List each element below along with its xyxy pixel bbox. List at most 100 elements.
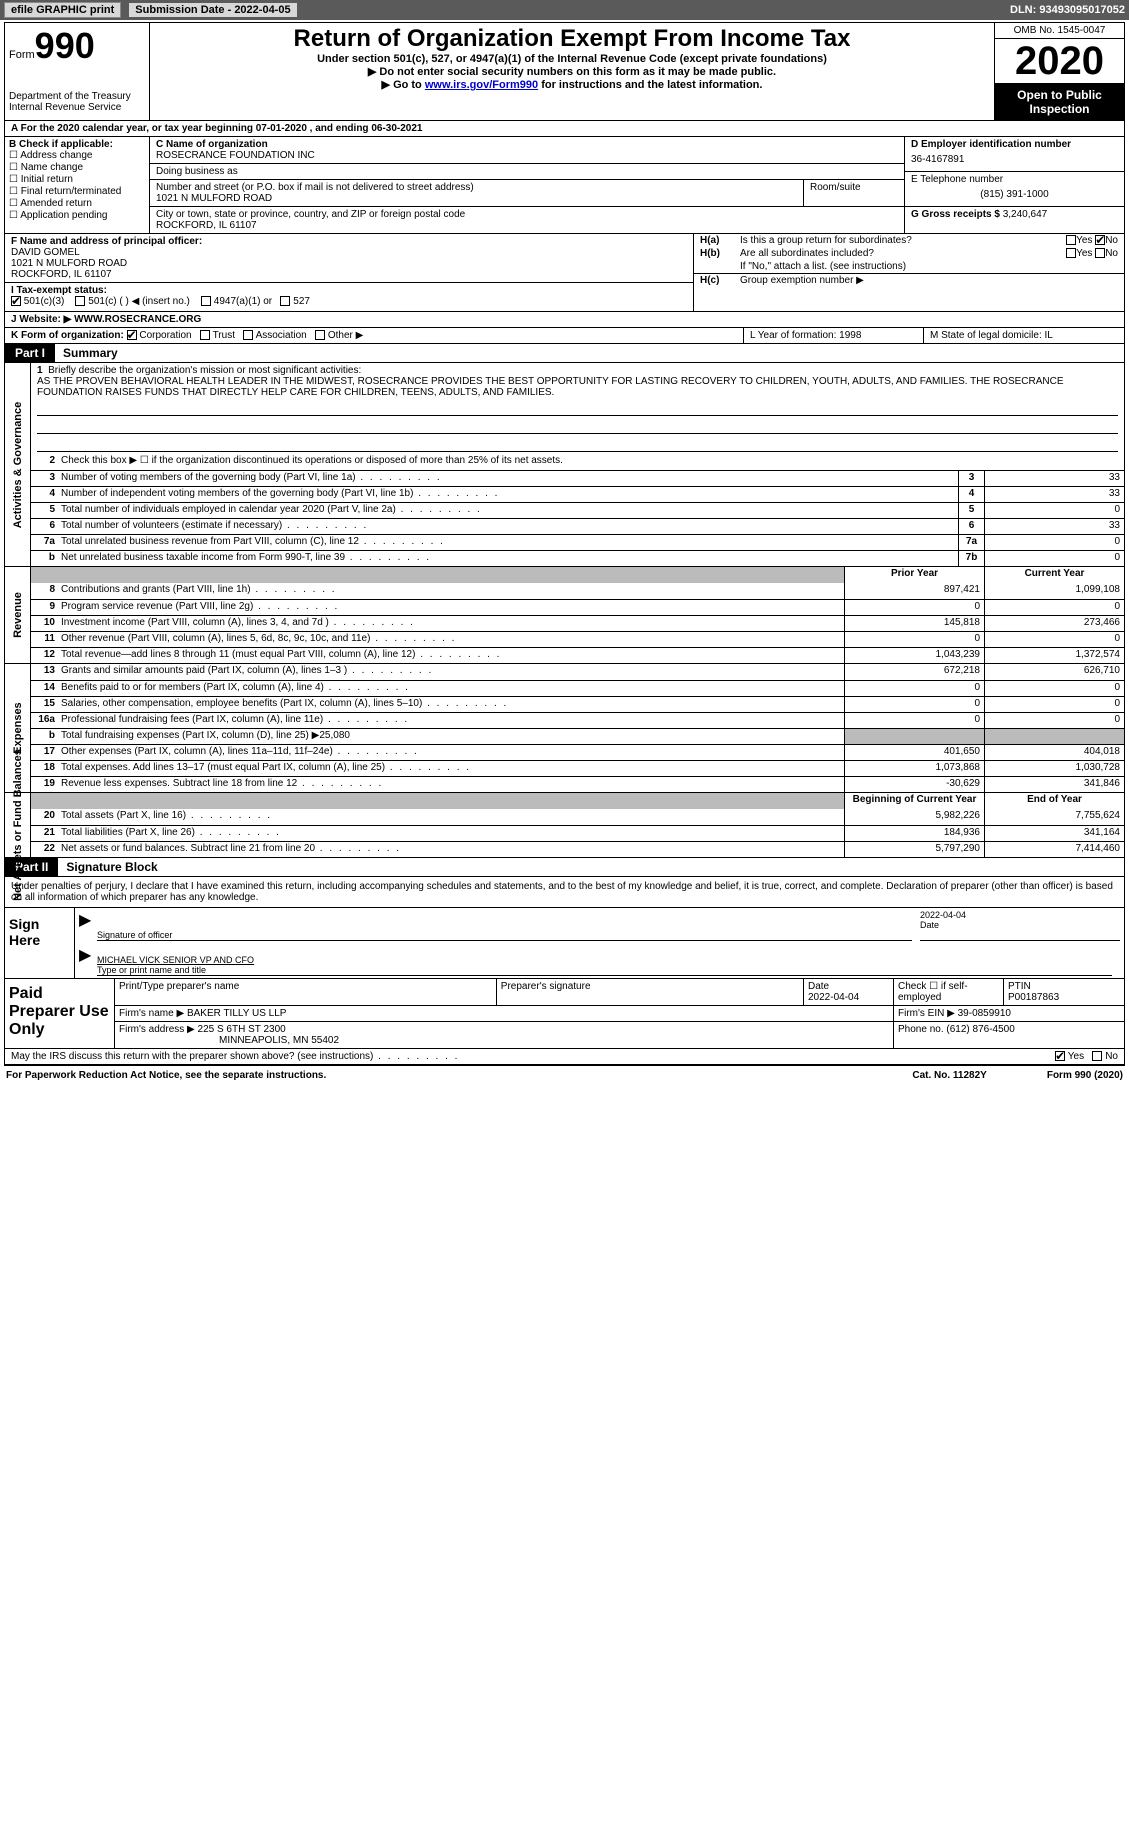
dept-treasury: Department of the Treasury [9, 91, 145, 102]
chk-501c[interactable] [75, 296, 85, 306]
form-container: Form990 Department of the Treasury Inter… [4, 22, 1125, 1066]
street-label: Number and street (or P.O. box if mail i… [156, 182, 797, 193]
discuss-no[interactable] [1092, 1051, 1102, 1061]
org-name: ROSECRANCE FOUNDATION INC [156, 150, 898, 161]
summary-row: 4Number of independent voting members of… [31, 486, 1124, 502]
tax-exempt-label: I Tax-exempt status: [11, 285, 107, 296]
dba-label: Doing business as [156, 166, 898, 177]
sign-here-block: Sign Here ▶ Signature of officer 2022-04… [5, 907, 1124, 979]
sig-name-field: MICHAEL VICK SENIOR VP AND CFOType or pr… [97, 945, 1112, 976]
tax-year: 2020 [995, 39, 1124, 84]
part1-tag: Part I [5, 344, 55, 362]
submission-date: Submission Date - 2022-04-05 [129, 3, 296, 17]
sig-date-field: 2022-04-04Date [920, 910, 1120, 941]
exp-section: Expenses 13Grants and similar amounts pa… [5, 664, 1124, 793]
chk-501c3[interactable] [11, 296, 21, 306]
chk-final[interactable]: ☐ Final return/terminated [9, 186, 145, 197]
top-bar: efile GRAPHIC print Submission Date - 20… [0, 0, 1129, 20]
summary-row: bNet unrelated business taxable income f… [31, 550, 1124, 566]
col-h: H(a) Is this a group return for subordin… [694, 234, 1124, 311]
chk-initial[interactable]: ☐ Initial return [9, 174, 145, 185]
summary-row: 10Investment income (Part VIII, column (… [31, 615, 1124, 631]
gov-section: Activities & Governance 1 Briefly descri… [5, 363, 1124, 567]
header-row: Form990 Department of the Treasury Inter… [5, 23, 1124, 121]
col-c: C Name of organization ROSECRANCE FOUNDA… [150, 137, 904, 233]
efile-button[interactable]: efile GRAPHIC print [4, 2, 121, 18]
prep-name-label: Print/Type preparer's name [115, 979, 497, 1005]
summary-row: 5Total number of individuals employed in… [31, 502, 1124, 518]
summary-row: 8Contributions and grants (Part VIII, li… [31, 583, 1124, 599]
part2-title: Signature Block [58, 858, 165, 876]
block-fgh: F Name and address of principal officer:… [5, 234, 1124, 312]
ha-text: Is this a group return for subordinates? [740, 235, 1008, 246]
ha-no[interactable] [1095, 235, 1105, 245]
chk-527[interactable] [280, 296, 290, 306]
state-domicile: M State of legal domicile: IL [924, 328, 1124, 343]
paid-label: Paid Preparer Use Only [5, 979, 115, 1048]
vtab-net: Net Assets or Fund Balances [5, 793, 31, 857]
paid-preparer-block: Paid Preparer Use Only Print/Type prepar… [5, 979, 1124, 1049]
summary-row: 12Total revenue—add lines 8 through 11 (… [31, 647, 1124, 663]
summary-row: 15Salaries, other compensation, employee… [31, 696, 1124, 712]
end-year-hdr: End of Year [984, 793, 1124, 809]
summary-row: 21Total liabilities (Part X, line 26)184… [31, 825, 1124, 841]
chk-assoc[interactable] [243, 330, 253, 340]
hb-text: Are all subordinates included? [740, 248, 1008, 259]
gross-value: 3,240,647 [1003, 209, 1048, 220]
footer: For Paperwork Reduction Act Notice, see … [0, 1068, 1129, 1083]
header-right: OMB No. 1545-0047 2020 Open to Public In… [994, 23, 1124, 120]
footer-right: Form 990 (2020) [1047, 1070, 1123, 1081]
chk-4947[interactable] [201, 296, 211, 306]
subtitle-3: ▶ Go to www.irs.gov/Form990 for instruct… [154, 78, 990, 91]
tel-label: E Telephone number [911, 174, 1118, 185]
footer-mid: Cat. No. 11282Y [912, 1070, 986, 1081]
vtab-rev: Revenue [5, 567, 31, 663]
chk-trust[interactable] [200, 330, 210, 340]
year-formation: L Year of formation: 1998 [744, 328, 924, 343]
open-public: Open to Public Inspection [995, 84, 1124, 120]
hb-no[interactable] [1095, 248, 1105, 258]
irs-label: Internal Revenue Service [9, 102, 145, 113]
chk-corp[interactable] [127, 330, 137, 340]
org-name-label: C Name of organization [156, 139, 898, 150]
beg-year-hdr: Beginning of Current Year [844, 793, 984, 809]
row-j: J Website: ▶ WWW.ROSECRANCE.ORG [5, 312, 1124, 328]
summary-row: 16aProfessional fundraising fees (Part I… [31, 712, 1124, 728]
curr-year-hdr: Current Year [984, 567, 1124, 583]
website-value: WWW.ROSECRANCE.ORG [74, 314, 201, 325]
form-title: Return of Organization Exempt From Incom… [154, 25, 990, 53]
hb-yes[interactable] [1066, 248, 1076, 258]
dln: DLN: 93493095017052 [1010, 4, 1125, 16]
chk-amended[interactable]: ☐ Amended return [9, 198, 145, 209]
rev-section: Revenue Prior Year Current Year 8Contrib… [5, 567, 1124, 664]
sig-officer-field[interactable]: Signature of officer [97, 910, 912, 941]
firm-name: Firm's name ▶ BAKER TILLY US LLP [115, 1006, 894, 1021]
chk-pending[interactable]: ☐ Application pending [9, 210, 145, 221]
ha-yes[interactable] [1066, 235, 1076, 245]
prep-selfemp[interactable]: Check ☐ if self-employed [894, 979, 1004, 1005]
firm-phone: Phone no. (612) 876-4500 [894, 1022, 1124, 1048]
summary-row: 2Check this box ▶ ☐ if the organization … [31, 454, 1124, 470]
summary-row: 13Grants and similar amounts paid (Part … [31, 664, 1124, 680]
col-b: B Check if applicable: ☐ Address change … [5, 137, 150, 233]
subtitle-2: ▶ Do not enter social security numbers o… [154, 65, 990, 78]
tel-value: (815) 391-1000 [911, 185, 1118, 204]
summary-row: 9Program service revenue (Part VIII, lin… [31, 599, 1124, 615]
block-bcd: B Check if applicable: ☐ Address change … [5, 137, 1124, 234]
discuss-yes[interactable] [1055, 1051, 1065, 1061]
discuss-row: May the IRS discuss this return with the… [5, 1049, 1124, 1065]
chk-other[interactable] [315, 330, 325, 340]
ein-label: D Employer identification number [911, 139, 1118, 150]
row-a: A For the 2020 calendar year, or tax yea… [5, 121, 1124, 137]
col-b-label: B Check if applicable: [9, 139, 145, 150]
prep-sig-label: Preparer's signature [497, 979, 804, 1005]
summary-row: 3Number of voting members of the governi… [31, 470, 1124, 486]
vtab-gov: Activities & Governance [5, 363, 31, 566]
summary-row: 14Benefits paid to or for members (Part … [31, 680, 1124, 696]
irs-link[interactable]: www.irs.gov/Form990 [425, 79, 538, 91]
chk-name[interactable]: ☐ Name change [9, 162, 145, 173]
hb2-text: If "No," attach a list. (see instruction… [740, 261, 1118, 272]
chk-address[interactable]: ☐ Address change [9, 150, 145, 161]
room-label: Room/suite [804, 180, 904, 206]
summary-row: 17Other expenses (Part IX, column (A), l… [31, 744, 1124, 760]
